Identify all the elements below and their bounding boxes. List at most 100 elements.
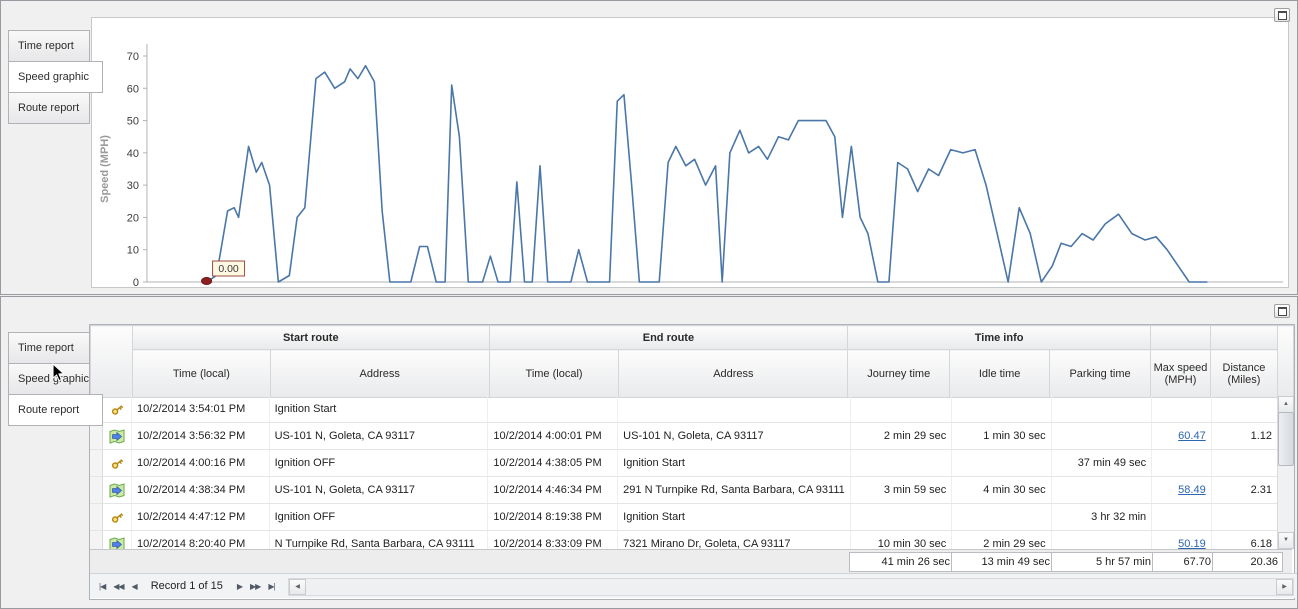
route-icon: [102, 422, 133, 450]
cell-end-address: Ignition Start: [617, 503, 851, 531]
value-tooltip-label: 0.00: [218, 264, 239, 275]
cell-end-time: 10/2/2014 4:38:05 PM: [487, 449, 619, 477]
row-indicator: [90, 530, 104, 549]
nav-first-button[interactable]: |◀: [99, 581, 106, 591]
cell-idle-time: 2 min 29 sec: [951, 530, 1052, 549]
table-row[interactable]: 10/2/2014 4:00:16 PM Ignition OFF 10/2/201…: [90, 449, 1278, 477]
cell-start-address: Ignition OFF: [269, 503, 489, 531]
cell-end-address: 7321 Mirano Dr, Goleta, CA 93117: [617, 530, 851, 549]
tab-route-report[interactable]: Route report: [8, 92, 90, 124]
tab-time-report[interactable]: Time report: [8, 332, 90, 364]
cell-start-address: Ignition OFF: [269, 449, 489, 477]
cell-start-time: 10/2/2014 4:00:16 PM: [131, 449, 270, 477]
scrollbar-thumb[interactable]: [1278, 412, 1294, 466]
scroll-down-arrow-icon[interactable]: ▼: [1278, 532, 1294, 549]
column-header-max-speed[interactable]: Max speed (MPH): [1150, 349, 1211, 398]
header-icon-column: [90, 325, 133, 398]
column-header-start-address[interactable]: Address: [269, 349, 490, 398]
horizontal-scrollbar[interactable]: ◀ ▶: [288, 578, 1294, 596]
max-speed-link[interactable]: 60.47: [1178, 430, 1206, 442]
column-header-start-time[interactable]: Time (local): [131, 349, 271, 398]
cell-journey-time: 3 min 59 sec: [850, 476, 953, 504]
panel-collapse-button[interactable]: [1274, 8, 1290, 22]
cell-max-speed: 60.47: [1151, 422, 1212, 450]
column-header-distance[interactable]: Distance (Miles): [1209, 349, 1278, 398]
y-tick-label: 50: [127, 116, 139, 128]
speed-chart: 0 10 20 30 40 50 60 70 Speed (MPH) 0.00: [91, 17, 1289, 288]
record-count-label: Record 1 of 15: [150, 580, 223, 592]
cell-distance: [1211, 449, 1278, 477]
cell-end-address: [617, 396, 851, 423]
nav-prev-page-button[interactable]: ◀◀: [113, 581, 124, 591]
cell-distance: 6.18: [1211, 530, 1278, 549]
nav-last-button[interactable]: ▶|: [268, 581, 275, 591]
scroll-left-arrow-icon[interactable]: ◀: [289, 579, 306, 595]
column-group-time-info[interactable]: Time info: [847, 325, 1151, 350]
value-tooltip: [212, 260, 246, 277]
cell-end-time: 10/2/2014 8:19:38 PM: [487, 503, 619, 531]
cell-parking-time: 3 hr 32 min: [1051, 503, 1153, 531]
cell-end-address: 291 N Turnpike Rd, Santa Barbara, CA 931…: [617, 476, 851, 504]
table-row[interactable]: 10/2/2014 8:20:40 PM N Turnpike Rd, Santa…: [90, 530, 1278, 549]
scroll-right-arrow-icon[interactable]: ▶: [1276, 579, 1293, 595]
tab-speed-graphic[interactable]: Speed graphic: [8, 363, 90, 395]
y-tick-label: 0: [133, 277, 139, 287]
nav-next-button[interactable]: ▶: [236, 581, 243, 591]
cell-end-address: Ignition Start: [617, 449, 851, 477]
column-header-end-time[interactable]: Time (local): [488, 349, 620, 398]
cell-idle-time: [951, 503, 1052, 531]
cell-max-speed: [1151, 449, 1212, 477]
summary-row: 41 min 26 sec 13 min 49 sec 5 hr 57 min 67.…: [90, 549, 1292, 574]
column-group-start-route[interactable]: Start route: [131, 325, 490, 350]
tab-speed-graphic[interactable]: Speed graphic: [8, 61, 103, 93]
cell-idle-time: 1 min 30 sec: [951, 422, 1052, 450]
column-header-journey-time[interactable]: Journey time: [847, 349, 951, 398]
cell-end-time: 10/2/2014 4:46:34 PM: [487, 476, 619, 504]
tab-route-report[interactable]: Route report: [8, 394, 103, 426]
table-row[interactable]: 10/2/2014 4:38:34 PM US-101 N, Goleta, CA…: [90, 476, 1278, 504]
record-navigator: |◀ ◀◀ ◀ Record 1 of 15 ▶ ▶▶ ▶| ◀ ▶: [90, 573, 1297, 598]
route-icon: [102, 476, 133, 504]
max-speed-link[interactable]: 50.19: [1178, 538, 1206, 549]
cell-distance: 1.12: [1211, 422, 1278, 450]
cell-end-time: 10/2/2014 8:33:09 PM: [487, 530, 619, 549]
cell-max-speed: [1151, 503, 1212, 531]
max-speed-link[interactable]: 58.49: [1178, 484, 1206, 496]
cell-start-address: US-101 N, Goleta, CA 93117: [269, 476, 489, 504]
route-report-grid: Start route End route Time info Time (lo…: [89, 324, 1297, 600]
nav-prev-button[interactable]: ◀: [131, 581, 138, 591]
cell-start-time: 10/2/2014 4:38:34 PM: [131, 476, 270, 504]
summary-max-speed: 67.70: [1152, 552, 1216, 572]
key-icon: [110, 511, 125, 523]
tab-time-report[interactable]: Time report: [8, 30, 90, 62]
column-group-end-route[interactable]: End route: [488, 325, 849, 350]
nav-next-page-button[interactable]: ▶▶: [250, 581, 261, 591]
cell-parking-time: [1051, 476, 1153, 504]
cell-distance: [1211, 503, 1278, 531]
header-filler-max-speed: [1150, 325, 1211, 350]
column-header-end-address[interactable]: Address: [618, 349, 849, 398]
route-icon: [102, 530, 133, 549]
vertical-scrollbar[interactable]: ▲ ▼: [1277, 396, 1294, 549]
header-filler-distance: [1209, 325, 1278, 350]
speed-series-line: [205, 64, 1208, 283]
table-row[interactable]: 10/2/2014 3:54:01 PM Ignition Start: [90, 396, 1278, 423]
scroll-up-arrow-icon[interactable]: ▲: [1278, 396, 1294, 413]
cell-max-speed: 50.19: [1151, 530, 1212, 549]
cell-max-speed: 58.49: [1151, 476, 1212, 504]
speed-chart-svg: 0 10 20 30 40 50 60 70 Speed (MPH) 0.00: [99, 44, 1284, 287]
table-row[interactable]: 10/2/2014 3:56:32 PM US-101 N, Goleta, CA…: [90, 422, 1278, 450]
collapse-icon: [1277, 10, 1287, 20]
cell-start-time: 10/2/2014 4:47:12 PM: [131, 503, 270, 531]
header-filler-scrollbar: [1276, 325, 1295, 398]
collapse-icon: [1277, 306, 1287, 316]
table-row[interactable]: 10/2/2014 4:47:12 PM Ignition OFF 10/2/201…: [90, 503, 1278, 531]
cell-idle-time: [951, 449, 1052, 477]
cell-start-address: Ignition Start: [269, 396, 489, 423]
cell-parking-time: [1051, 530, 1153, 549]
summary-journey-time: 41 min 26 sec: [849, 552, 955, 572]
panel-collapse-button[interactable]: [1274, 304, 1290, 318]
column-header-parking-time[interactable]: Parking time: [1049, 349, 1151, 398]
column-header-idle-time[interactable]: Idle time: [949, 349, 1051, 398]
y-tick-label: 70: [127, 51, 139, 63]
